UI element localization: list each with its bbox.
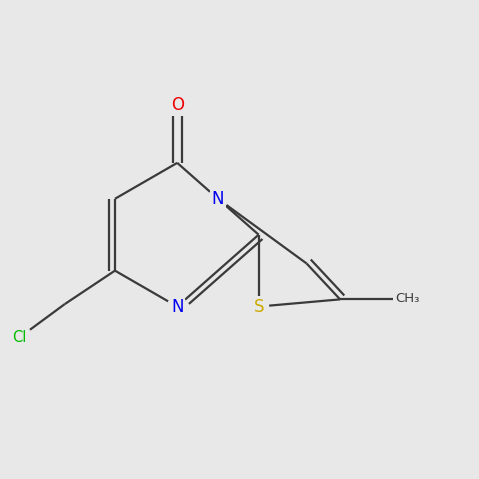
Text: N: N xyxy=(171,297,183,316)
Text: CH₃: CH₃ xyxy=(395,292,420,305)
Text: Cl: Cl xyxy=(12,330,26,345)
Text: S: S xyxy=(253,297,264,316)
Text: N: N xyxy=(212,190,224,208)
Text: O: O xyxy=(171,96,184,114)
